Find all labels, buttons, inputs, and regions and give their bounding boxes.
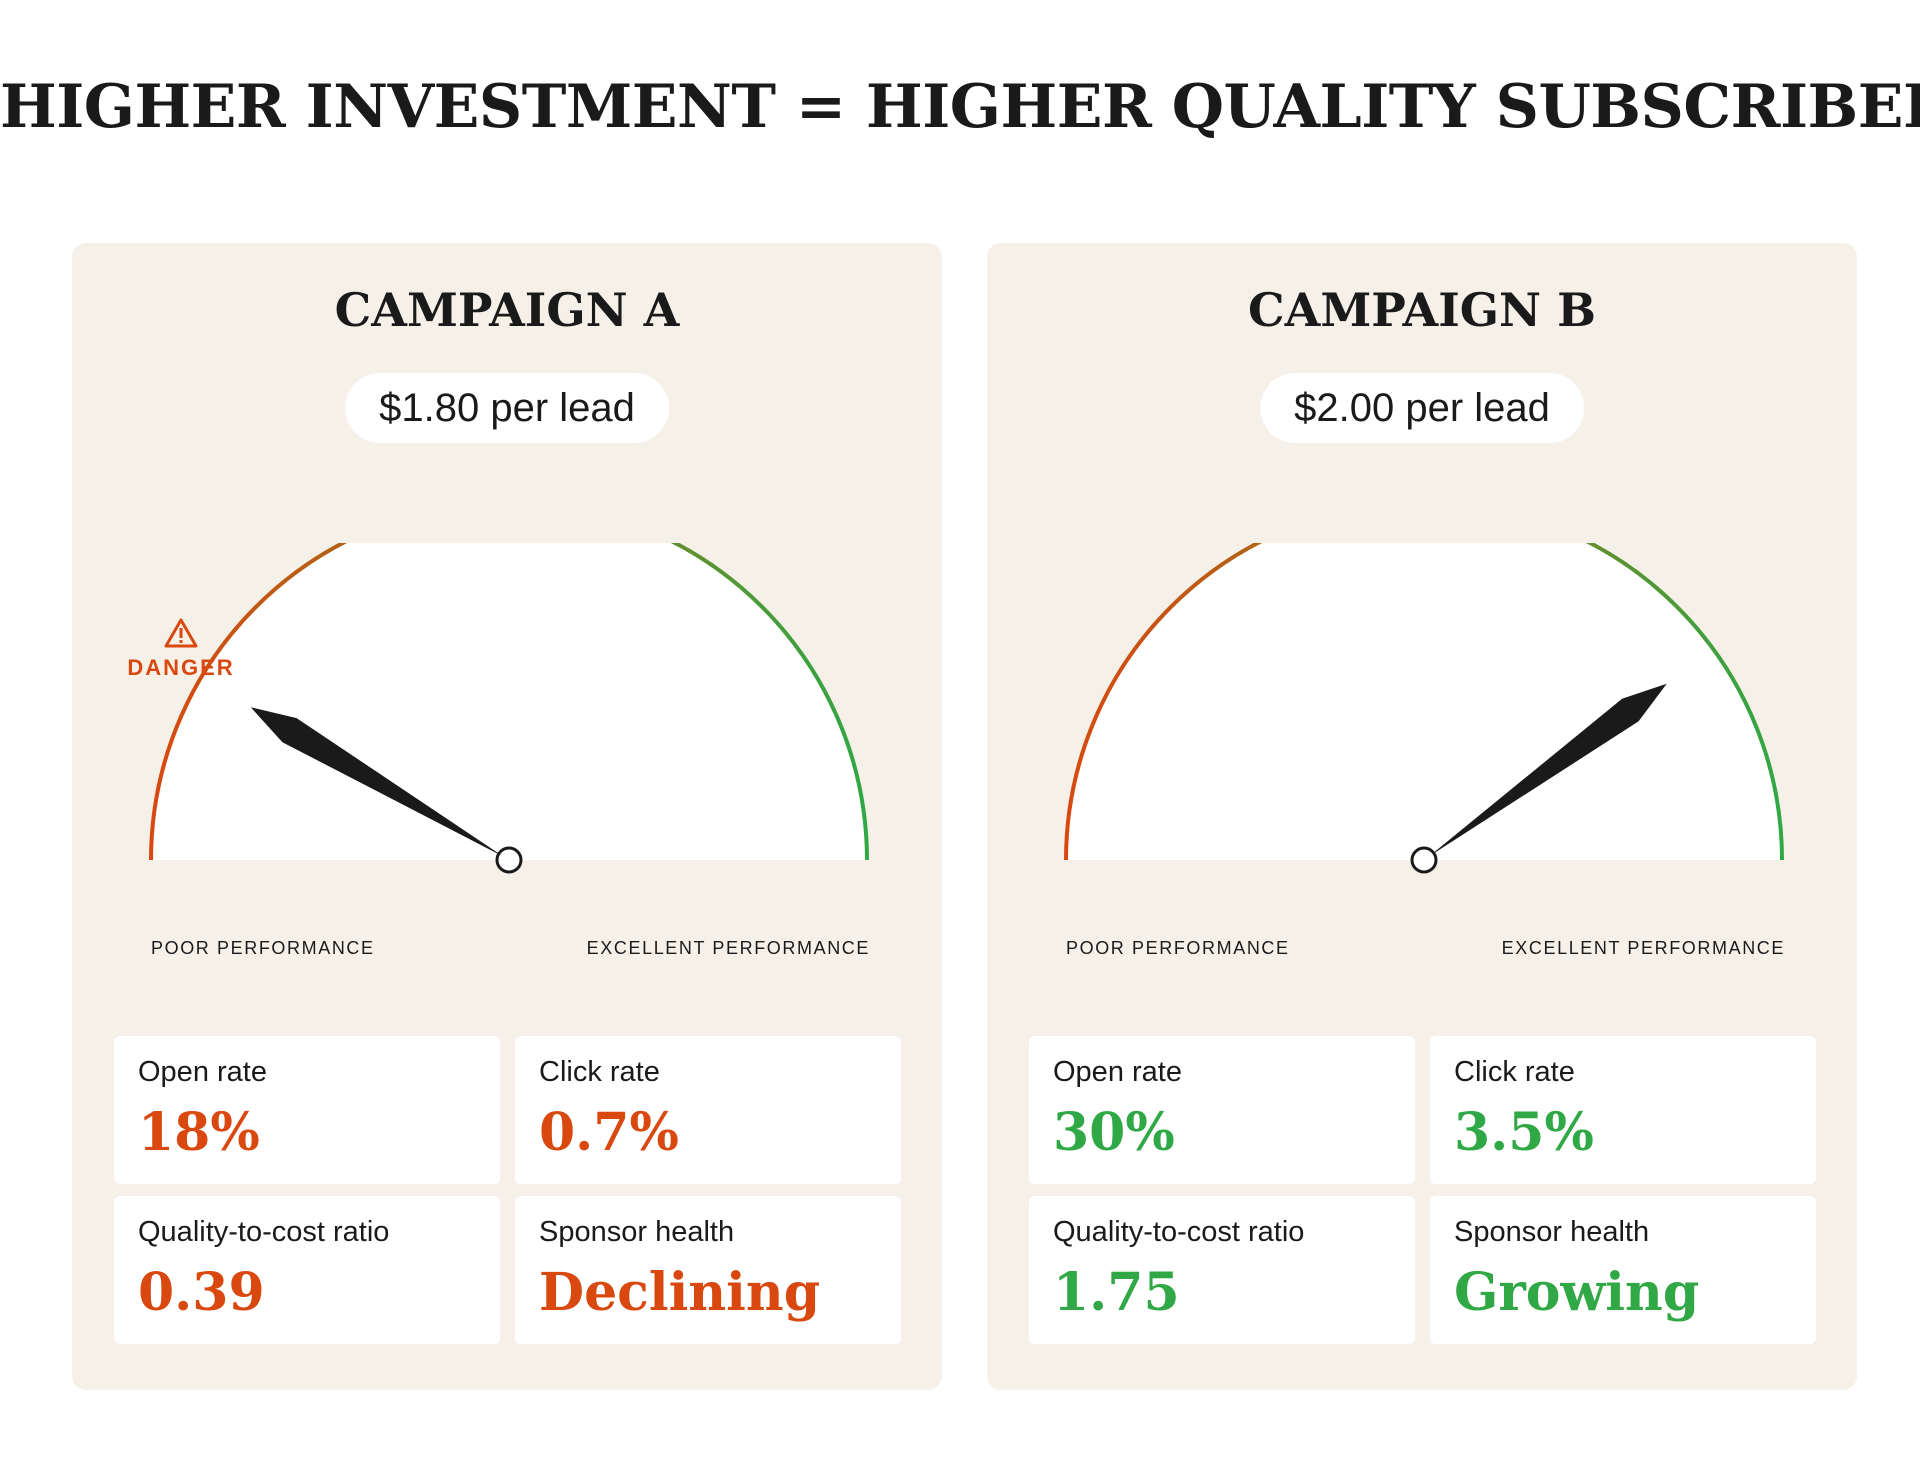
excellent-performance-label: EXCELLENT PERFORMANCE xyxy=(1501,938,1785,958)
campaign-title: CAMPAIGN A xyxy=(334,283,680,337)
metric-label: Open rate xyxy=(138,1056,267,1088)
click-rate-card: Click rate 3.5% xyxy=(1430,1036,1816,1184)
gauge-needle xyxy=(250,707,504,857)
danger-indicator: DANGER xyxy=(116,618,246,681)
metric-value: 0.39 xyxy=(138,1262,265,1323)
sponsor-health-card: Sponsor health Growing xyxy=(1430,1196,1816,1344)
gauge-arc xyxy=(1064,543,1784,861)
metric-value: 3.5% xyxy=(1454,1102,1594,1163)
metric-value: Growing xyxy=(1454,1262,1700,1323)
metric-label: Quality-to-cost ratio xyxy=(138,1216,390,1248)
price-per-lead-badge: $1.80 per lead xyxy=(345,373,669,443)
metric-label: Quality-to-cost ratio xyxy=(1053,1216,1305,1248)
metric-value: Declining xyxy=(539,1262,821,1323)
click-rate-card: Click rate 0.7% xyxy=(515,1036,901,1184)
gauge-needle xyxy=(1428,683,1667,857)
performance-gauge xyxy=(72,543,942,1063)
sponsor-health-card: Sponsor health Declining xyxy=(515,1196,901,1344)
gauge-pivot xyxy=(495,846,523,874)
campaign-title: CAMPAIGN B xyxy=(1248,283,1596,337)
metric-value: 0.7% xyxy=(539,1102,679,1163)
price-per-lead-badge: $2.00 per lead xyxy=(1260,373,1584,443)
danger-label: DANGER xyxy=(127,655,235,680)
performance-gauge xyxy=(987,543,1857,1063)
gauge-fill xyxy=(151,543,867,860)
warning-triangle-icon xyxy=(164,618,198,648)
excellent-performance-label: EXCELLENT PERFORMANCE xyxy=(586,938,870,958)
metric-label: Click rate xyxy=(1454,1056,1575,1088)
metric-label: Open rate xyxy=(1053,1056,1182,1088)
metric-label: Sponsor health xyxy=(1454,1216,1650,1248)
poor-performance-label: POOR PERFORMANCE xyxy=(151,938,375,958)
open-rate-card: Open rate 18% xyxy=(114,1036,500,1184)
gauge-fill xyxy=(1066,543,1782,860)
metric-value: 1.75 xyxy=(1053,1262,1180,1323)
campaign-a-panel: CAMPAIGN A $1.80 per lead DANGER POOR PE… xyxy=(72,243,942,1390)
metric-label: Sponsor health xyxy=(539,1216,735,1248)
quality-to-cost-card: Quality-to-cost ratio 0.39 xyxy=(114,1196,500,1344)
open-rate-card: Open rate 30% xyxy=(1029,1036,1415,1184)
poor-performance-label: POOR PERFORMANCE xyxy=(1066,938,1290,958)
gauge-arc xyxy=(149,543,869,861)
gauge-pivot xyxy=(1410,846,1438,874)
metric-label: Click rate xyxy=(539,1056,660,1088)
metric-value: 30% xyxy=(1053,1102,1175,1163)
campaign-b-panel: CAMPAIGN B $2.00 per lead POOR PERFORMAN… xyxy=(987,243,1857,1390)
page-headline: HIGHER INVESTMENT = HIGHER QUALITY SUBSC… xyxy=(0,72,1920,142)
metric-value: 18% xyxy=(138,1102,260,1163)
quality-to-cost-card: Quality-to-cost ratio 1.75 xyxy=(1029,1196,1415,1344)
